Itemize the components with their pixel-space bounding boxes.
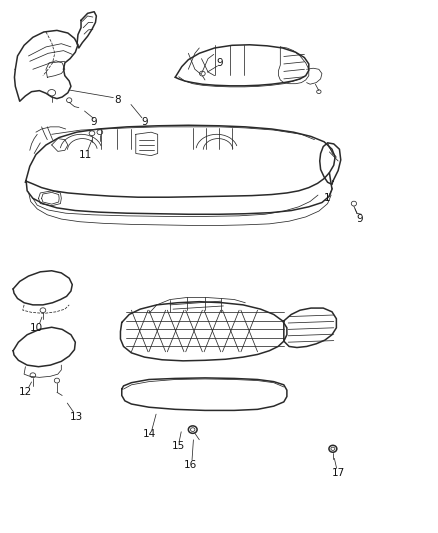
Text: 14: 14 bbox=[143, 430, 156, 439]
Text: 15: 15 bbox=[172, 441, 185, 451]
Text: 17: 17 bbox=[332, 469, 345, 478]
Text: 9: 9 bbox=[216, 58, 223, 68]
Text: 8: 8 bbox=[114, 95, 121, 105]
Text: 16: 16 bbox=[184, 460, 197, 470]
Text: 9: 9 bbox=[141, 117, 148, 127]
Text: 11: 11 bbox=[79, 150, 92, 159]
Text: 1: 1 bbox=[324, 193, 331, 203]
Text: 9: 9 bbox=[91, 117, 98, 127]
Text: 13: 13 bbox=[70, 412, 83, 422]
Text: 9: 9 bbox=[357, 214, 364, 223]
Text: 10: 10 bbox=[29, 323, 42, 333]
Text: 12: 12 bbox=[19, 387, 32, 397]
